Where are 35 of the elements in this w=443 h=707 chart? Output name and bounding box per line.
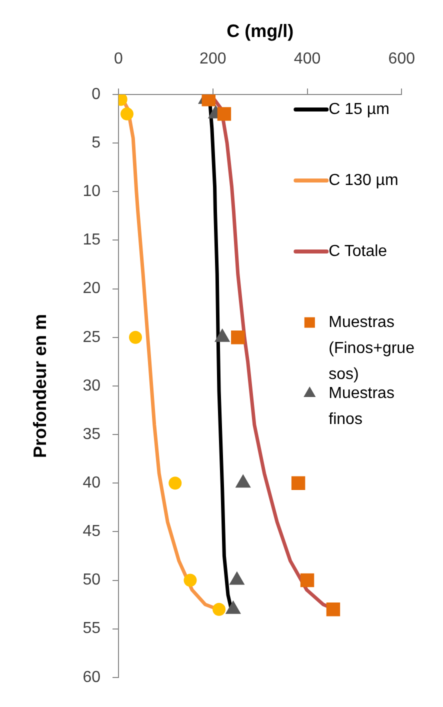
- point: [168, 476, 182, 490]
- y-tick-label: 50: [82, 572, 101, 589]
- point: [231, 330, 245, 344]
- y-tick-label: 25: [82, 328, 101, 346]
- y-tick-label: 0: [92, 86, 101, 103]
- point: [202, 94, 216, 106]
- x-axis-title: C (mg/l): [226, 20, 294, 41]
- y-tick-label: 40: [82, 474, 101, 492]
- y-tick-label: 35: [82, 426, 101, 443]
- y-tick-label: 10: [82, 183, 101, 200]
- y-tick-label: 15: [82, 232, 101, 249]
- legend-label: C Totale: [328, 242, 388, 260]
- x-tick-label: 400: [294, 50, 321, 68]
- x-tick-label: 600: [388, 50, 416, 68]
- legend-label: C 130 µm: [328, 172, 398, 189]
- point: [120, 107, 134, 120]
- point: [212, 602, 226, 616]
- point: [217, 107, 232, 121]
- y-tick-label: 30: [82, 377, 101, 394]
- point: [300, 573, 314, 588]
- y-tick-label: 20: [82, 280, 101, 298]
- y-axis-title: Profondeur en m: [30, 314, 50, 458]
- legend-label: Muestras finos: [328, 384, 394, 428]
- y-tick-label: 45: [82, 523, 101, 540]
- point: [184, 574, 197, 587]
- point: [326, 602, 340, 616]
- y-tick-label: 60: [82, 668, 101, 686]
- y-tick-label: 5: [92, 134, 101, 152]
- y-tick-label: 55: [82, 620, 101, 638]
- point: [291, 476, 306, 490]
- legend-label: Muestras (Finos+gruesos): [328, 314, 415, 383]
- legend-label: C 15 µm: [328, 100, 390, 118]
- x-tick-label: 0: [114, 50, 124, 68]
- x-tick-label: 200: [200, 50, 226, 68]
- point: [128, 330, 142, 344]
